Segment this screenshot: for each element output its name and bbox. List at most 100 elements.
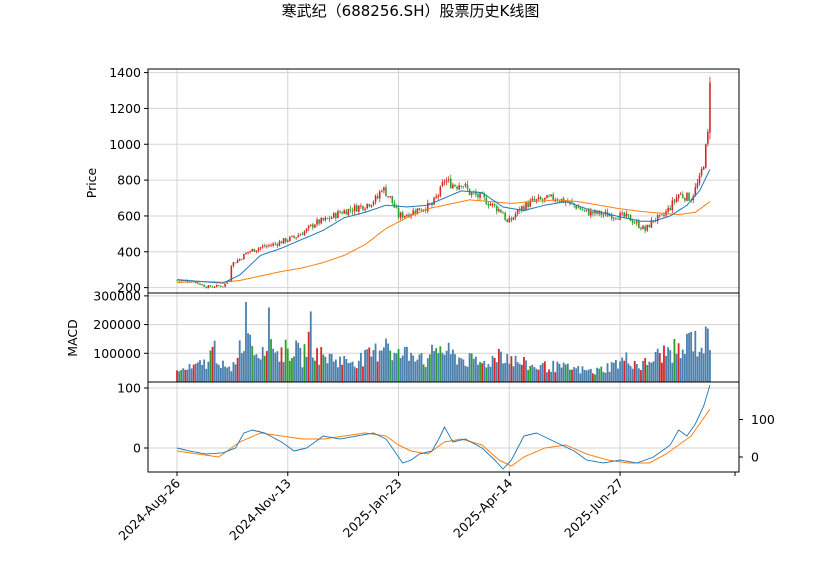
- candle-body: [332, 213, 335, 218]
- candle-body: [709, 82, 711, 133]
- candle-body: [255, 250, 258, 252]
- candle-body: [404, 215, 406, 218]
- volume-bar: [581, 366, 584, 382]
- volume-bar: [203, 359, 206, 382]
- candle-body: [521, 206, 523, 211]
- volume-bar: [543, 361, 546, 382]
- candle-body: [539, 197, 542, 200]
- candle-body: [435, 196, 437, 198]
- candle-body: [604, 211, 607, 214]
- candle-body: [658, 214, 661, 216]
- candle-body: [556, 200, 559, 202]
- volume-bar: [637, 368, 640, 382]
- volume-bar: [587, 369, 590, 382]
- candle-body: [418, 207, 421, 211]
- candle-body: [209, 285, 212, 287]
- candle-body: [667, 207, 669, 212]
- candle-body: [366, 203, 368, 209]
- candle-body: [704, 144, 707, 168]
- volume-bar: [631, 368, 634, 382]
- volume-bar: [182, 368, 185, 382]
- volume-bar: [249, 334, 252, 382]
- volume-bar: [190, 368, 193, 382]
- volume-bar: [192, 364, 195, 382]
- volume-bar: [186, 369, 189, 382]
- volume-bar: [560, 367, 563, 382]
- volume-bar: [265, 350, 268, 382]
- candle-body: [401, 212, 404, 218]
- volume-bar: [422, 364, 425, 382]
- volume-bar: [416, 359, 419, 382]
- candle-body: [286, 240, 289, 242]
- volume-bar: [343, 355, 346, 382]
- volume-bar: [669, 350, 672, 382]
- volume-bar: [286, 348, 289, 382]
- candle-body: [320, 218, 323, 224]
- candle-body: [251, 249, 254, 252]
- candle-body: [412, 210, 414, 215]
- volume-bar: [393, 352, 396, 382]
- candle-body: [293, 235, 295, 238]
- volume-bar: [541, 363, 544, 382]
- volume-bar: [209, 350, 212, 382]
- candle-body: [368, 204, 371, 207]
- candle-body: [387, 196, 389, 198]
- volume-bar: [466, 366, 469, 382]
- candle-body: [261, 245, 264, 248]
- volume-bar: [688, 332, 690, 382]
- volume-bar: [623, 360, 626, 382]
- candle-body: [364, 208, 366, 211]
- candle-body: [360, 205, 362, 207]
- volume-bar: [364, 349, 366, 382]
- volume-bar: [663, 345, 665, 382]
- volume-bar: [596, 367, 598, 382]
- candle-body: [475, 192, 477, 195]
- volume-bar: [516, 362, 519, 382]
- volume-bar: [654, 351, 657, 382]
- volume-bar: [658, 353, 661, 382]
- price-tick-label: 200: [117, 280, 141, 295]
- candle-body: [456, 186, 458, 189]
- volume-bar: [460, 358, 463, 382]
- volume-bar: [234, 364, 237, 382]
- volume-bar: [610, 362, 613, 382]
- candle-body: [330, 217, 333, 219]
- volume-bar: [295, 340, 298, 382]
- volume-bar: [207, 361, 210, 382]
- volume-bar: [650, 362, 653, 382]
- volume-bar: [263, 355, 266, 382]
- volume-bar: [389, 350, 392, 382]
- volume-bar: [337, 367, 339, 382]
- candle-body: [569, 201, 571, 203]
- price-tick-label: 1200: [109, 101, 141, 116]
- candle-body: [500, 209, 502, 213]
- volume-bar: [391, 360, 394, 382]
- candle-body: [525, 202, 527, 211]
- volume-bar: [299, 347, 302, 382]
- candle-body: [178, 280, 180, 282]
- candle-body: [684, 197, 686, 201]
- volume-bar: [675, 353, 678, 382]
- candle-body: [592, 211, 594, 214]
- candle-body: [458, 185, 460, 190]
- volume-bar: [585, 370, 588, 382]
- candle-body: [376, 196, 379, 199]
- candle-body: [337, 211, 339, 219]
- volume-bar: [374, 343, 377, 382]
- candle-body: [527, 202, 529, 208]
- candle-body: [508, 217, 511, 223]
- candle-body: [259, 247, 262, 249]
- volume-bar: [449, 354, 452, 382]
- candle-body: [587, 210, 590, 216]
- volume-bar: [397, 348, 400, 382]
- volume-bar: [523, 356, 525, 382]
- volume-bar: [558, 363, 561, 382]
- volume-bar: [406, 346, 408, 382]
- volume-bar: [571, 369, 573, 382]
- volume-bar: [332, 361, 335, 382]
- volume-bar: [704, 326, 707, 382]
- volume-bar: [660, 362, 663, 382]
- candle-body: [324, 217, 327, 221]
- volume-tick-label: 300000: [93, 288, 141, 303]
- candle-body: [307, 225, 310, 229]
